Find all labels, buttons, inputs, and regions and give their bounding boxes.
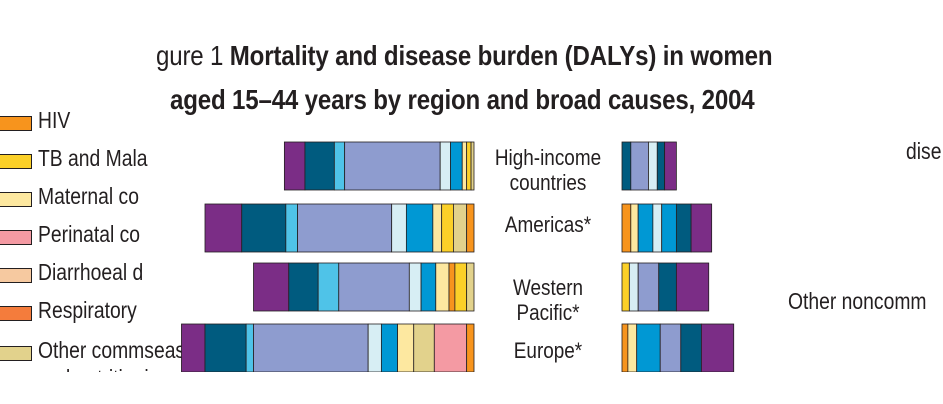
bar-segment-blue <box>661 203 677 253</box>
bar-segment-cream <box>435 262 450 312</box>
bar-segment-purple <box>283 141 306 191</box>
bar-segment-gold <box>454 262 468 312</box>
legend-swatch <box>0 154 32 169</box>
legend-swatch <box>0 116 32 131</box>
bar-segment-periwinkle <box>338 262 410 312</box>
bar-segment-blue <box>637 203 654 253</box>
bar-segment-purple <box>664 141 677 191</box>
bar-segment-purple <box>700 323 735 373</box>
bottom-crop-edge <box>0 372 943 404</box>
side-label-top: dise <box>906 138 942 164</box>
mortality-bar-2 <box>253 262 475 312</box>
bar-segment-purple <box>204 203 243 253</box>
legend-label: TB and Mala <box>38 145 148 171</box>
bar-segment-dark_teal <box>680 323 702 373</box>
bar-segment-cream <box>432 203 443 253</box>
bar-segment-gold <box>466 141 472 191</box>
bar-segment-blue <box>450 141 463 191</box>
side-label-middle: Other noncomm <box>788 288 927 314</box>
daly-bar-1 <box>621 203 713 253</box>
bar-segment-pink <box>433 323 468 373</box>
bar-segment-periwinkle <box>630 141 649 191</box>
figure-number: gure 1 <box>156 40 224 71</box>
bar-segment-cream <box>630 203 639 253</box>
bar-segment-light_blue <box>333 141 346 191</box>
bar-segment-orange <box>448 262 456 312</box>
legend-label: Maternal co <box>38 183 139 209</box>
bar-segment-dark_teal <box>621 141 632 191</box>
legend-swatch <box>0 346 32 361</box>
bar-segment-orange <box>466 203 475 253</box>
bar-segment-pale_cyan <box>439 141 451 191</box>
bar-segment-orange <box>621 323 629 373</box>
daly-bar-2 <box>621 262 710 312</box>
bar-segment-dark_teal <box>304 141 335 191</box>
bar-segment-periwinkle <box>344 141 441 191</box>
region-label-europe: Europe* <box>513 338 583 363</box>
bar-segment-purple <box>253 262 290 312</box>
bar-segment-periwinkle <box>637 262 660 312</box>
bar-segment-light_blue <box>317 262 340 312</box>
bar-segment-blue <box>420 262 437 312</box>
region-label-americas: Americas* <box>504 212 592 237</box>
legend-swatch <box>0 306 32 321</box>
legend-swatch <box>0 230 32 245</box>
bar-segment-purple <box>675 262 710 312</box>
bar-segment-purple <box>690 203 713 253</box>
bar-segment-tan <box>466 262 475 312</box>
mortality-bar-3 <box>181 323 475 373</box>
bar-segment-cream <box>397 323 415 373</box>
region-label-high-income: High-income countries <box>494 145 602 195</box>
legend-label: Respiratory <box>38 297 137 323</box>
bar-segment-gold <box>621 262 630 312</box>
legend-swatch <box>0 268 32 283</box>
legend-label: HIV <box>38 107 71 133</box>
chart-title-line-1: gure 1 Mortality and disease burden (DAL… <box>156 40 773 72</box>
bar-segment-tan <box>453 203 468 253</box>
bar-segment-orange <box>621 203 632 253</box>
bar-segment-blue <box>405 203 434 253</box>
bar-segment-dark_teal <box>658 262 677 312</box>
bar-segment-dark_teal <box>288 262 319 312</box>
legend-label: Other commseases <box>38 337 206 363</box>
bar-segment-periwinkle <box>253 323 369 373</box>
legend-label: Diarrhoeal d <box>38 259 144 285</box>
bar-segment-dark_teal <box>241 203 287 253</box>
bar-segment-pale_cyan <box>391 203 407 253</box>
daly-bar-0 <box>621 141 677 191</box>
bar-segment-tan <box>470 141 475 191</box>
bar-segment-pale_cyan <box>367 323 382 373</box>
bar-segment-tan <box>413 323 435 373</box>
region-label-western-pacific: Western Pacific* <box>512 275 584 325</box>
chart-title-line-2: aged 15–44 years by region and broad cau… <box>170 84 755 115</box>
bar-segment-gold <box>441 203 454 253</box>
bar-segment-dark_teal <box>675 203 692 253</box>
bar-segment-orange <box>466 323 475 373</box>
bar-segment-purple <box>181 323 206 373</box>
bar-segment-periwinkle <box>297 203 393 253</box>
bar-segment-dark_teal <box>656 141 666 191</box>
bar-segment-cream <box>461 141 468 191</box>
bar-segment-pale_cyan <box>628 262 639 312</box>
mortality-bar-0 <box>283 141 475 191</box>
legend-label: Perinatal co <box>38 221 141 247</box>
bar-segment-blue <box>380 323 398 373</box>
bar-segment-periwinkle <box>659 323 682 373</box>
bar-segment-light_blue <box>285 203 298 253</box>
legend-swatch <box>0 192 32 207</box>
bar-segment-pale_cyan <box>652 203 663 253</box>
bar-segment-blue <box>636 323 661 373</box>
bar-segment-pale_cyan <box>408 262 422 312</box>
chart-title-main: Mortality and disease burden (DALYs) in … <box>229 40 773 71</box>
bar-segment-dark_teal <box>204 323 247 373</box>
bar-segment-cream <box>627 323 638 373</box>
bar-segment-light_blue <box>245 323 254 373</box>
mortality-bar-1 <box>204 203 475 253</box>
daly-bar-3 <box>621 323 735 373</box>
bar-segment-pale_cyan <box>648 141 658 191</box>
